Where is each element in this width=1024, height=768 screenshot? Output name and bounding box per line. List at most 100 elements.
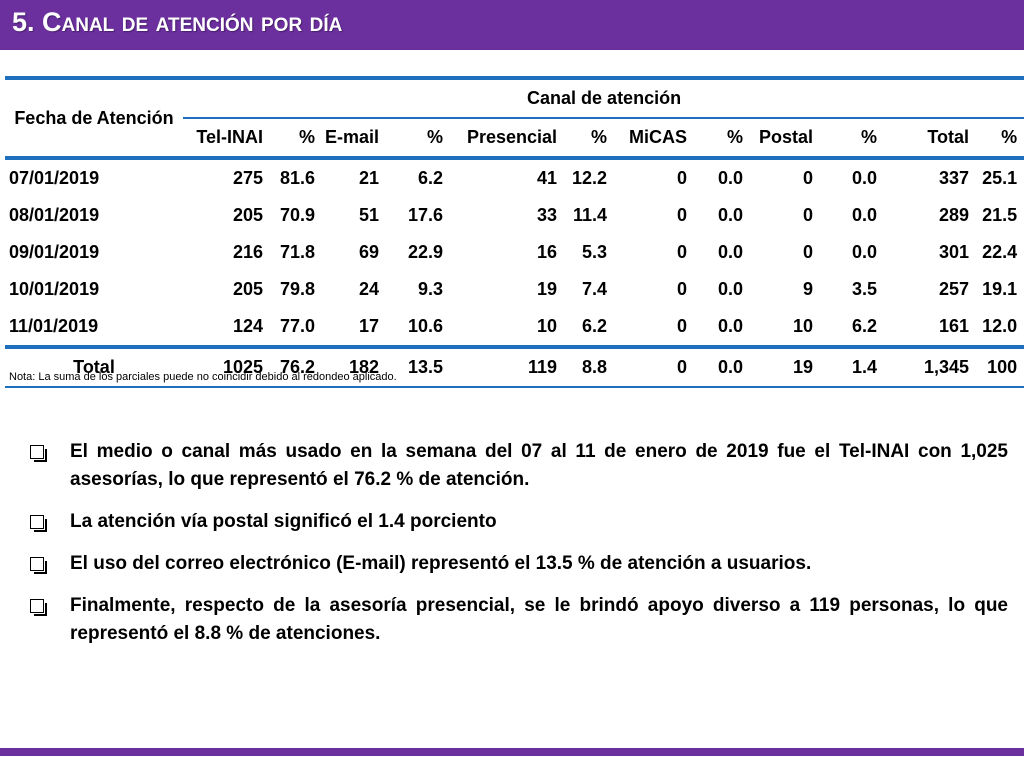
table-cell: 22.4	[982, 242, 1018, 262]
table-cell: 124	[232, 316, 263, 336]
table-cell: 10	[536, 316, 557, 336]
bullet-text: Finalmente, respecto de la asesoría pres…	[70, 595, 1008, 644]
table-cell: 0	[676, 316, 687, 336]
table-cell: 9	[802, 279, 813, 299]
table-cell: 19.1	[982, 279, 1018, 299]
table-note: Nota: La suma de los parciales puede no …	[9, 371, 397, 383]
bullet-list: El medio o canal más usado en la semana …	[30, 438, 1008, 662]
column-header: Postal	[758, 127, 813, 147]
attention-table: Fecha de Atención Canal de atención Tel-…	[5, 76, 1024, 388]
bullet-text: El uso del correo electrónico (E-mail) r…	[70, 553, 812, 574]
table-cell: 41	[536, 168, 557, 188]
table-cell: 22.9	[407, 242, 443, 262]
column-header: Presencial	[466, 127, 557, 147]
table-row: 11/01/2019 124 77.0 17 10.6 10 6.2 0 0.0…	[5, 308, 1024, 347]
table-cell: 17	[358, 316, 379, 336]
column-header: %	[298, 127, 315, 147]
table-cell: 0	[676, 205, 687, 225]
bullet-item: El uso del correo electrónico (E-mail) r…	[30, 550, 1008, 578]
table-cell: 0	[676, 279, 687, 299]
bullet-text: La atención vía postal significó el 1.4 …	[70, 511, 497, 532]
table-cell: 1,345	[923, 357, 969, 377]
table-cell: 0.0	[851, 168, 877, 188]
checkbox-bullet-icon	[30, 515, 47, 532]
table-cell: 0	[676, 168, 687, 188]
column-header: Total	[927, 127, 969, 147]
table-cell: 0.0	[717, 357, 743, 377]
column-header: %	[1001, 127, 1018, 147]
table-cell: 275	[232, 168, 263, 188]
table-cell: 257	[938, 279, 969, 299]
checkbox-bullet-icon	[30, 599, 47, 616]
table-cell: 10.6	[407, 316, 443, 336]
table-cell: 161	[938, 316, 969, 336]
table-cell: 1025	[222, 357, 263, 377]
column-header: Tel-INAI	[196, 127, 263, 147]
title-bar: 5. Canal de atención por día	[0, 0, 1024, 50]
table-cell: 1.4	[851, 357, 877, 377]
date-column-header: Fecha de Atención	[14, 107, 174, 128]
table-cell: 12.0	[982, 316, 1018, 336]
bottom-bar	[0, 748, 1024, 756]
row-date: 09/01/2019	[9, 242, 100, 262]
table-container: Fecha de Atención Canal de atención Tel-…	[5, 76, 1024, 388]
table-cell: 0.0	[717, 316, 743, 336]
table-cell: 205	[232, 205, 263, 225]
table-cell: 0	[676, 357, 687, 377]
bullet-item: La atención vía postal significó el 1.4 …	[30, 508, 1008, 536]
table-cell: 0	[802, 205, 813, 225]
table-cell: 8.8	[581, 357, 607, 377]
table-cell: 10	[792, 316, 813, 336]
table-cell: 205	[232, 279, 263, 299]
table-cell: 24	[358, 279, 379, 299]
row-date: 11/01/2019	[9, 316, 99, 336]
table-row: 10/01/2019 205 79.8 24 9.3 19 7.4 0 0.0 …	[5, 271, 1024, 308]
table-cell: 17.6	[407, 205, 443, 225]
row-date: 07/01/2019	[9, 168, 100, 188]
table-row: 09/01/2019 216 71.8 69 22.9 16 5.3 0 0.0…	[5, 234, 1024, 271]
table-cell: 0.0	[717, 242, 743, 262]
table-cell: 25.1	[982, 168, 1018, 188]
column-header: %	[426, 127, 443, 147]
table-cell: 6.2	[851, 316, 877, 336]
table-cell: 0.0	[717, 279, 743, 299]
bullet-text: El medio o canal más usado en la semana …	[70, 441, 1008, 490]
table-cell: 337	[938, 168, 969, 188]
row-date: 08/01/2019	[9, 205, 100, 225]
table-cell: 21	[358, 168, 379, 188]
channel-group-header: Canal de atención	[183, 78, 1024, 119]
table-cell: 0	[676, 242, 687, 262]
table-cell: 0.0	[851, 205, 877, 225]
table-cell: 13.5	[407, 357, 443, 377]
table-cell: 6.2	[581, 316, 607, 336]
table-cell: 76.2	[279, 357, 315, 377]
bullet-item: El medio o canal más usado en la semana …	[30, 438, 1008, 494]
table-cell: 0	[802, 168, 813, 188]
table-cell: 289	[938, 205, 969, 225]
table-cell: 0.0	[717, 168, 743, 188]
table-cell: 5.3	[581, 242, 607, 262]
row-date: 10/01/2019	[9, 279, 100, 299]
table-cell: 70.9	[279, 205, 315, 225]
column-header: %	[860, 127, 877, 147]
checkbox-bullet-icon	[30, 557, 47, 574]
table-cell: 69	[358, 242, 379, 262]
table-cell: 301	[938, 242, 969, 262]
column-header: E-mail	[324, 127, 379, 147]
table-cell: 19	[536, 279, 557, 299]
table-cell: 77.0	[279, 316, 315, 336]
total-row: Total 1025 76.2 182 13.5 119 8.8 0 0.0 1…	[5, 347, 1024, 387]
table-cell: 9.3	[417, 279, 443, 299]
table-cell: 12.2	[571, 168, 607, 188]
table-cell: 19	[792, 357, 813, 377]
table-row: 08/01/2019 205 70.9 51 17.6 33 11.4 0 0.…	[5, 197, 1024, 234]
table-cell: 11.4	[572, 205, 607, 225]
table-row: 07/01/2019 275 81.6 21 6.2 41 12.2 0 0.0…	[5, 158, 1024, 197]
table-cell: 51	[358, 205, 379, 225]
table-cell: 7.4	[581, 279, 607, 299]
page-title: 5. Canal de atención por día	[12, 7, 343, 37]
table-cell: 216	[232, 242, 263, 262]
bullet-item: Finalmente, respecto de la asesoría pres…	[30, 592, 1008, 648]
table-cell: 3.5	[851, 279, 877, 299]
table-cell: 0.0	[851, 242, 877, 262]
